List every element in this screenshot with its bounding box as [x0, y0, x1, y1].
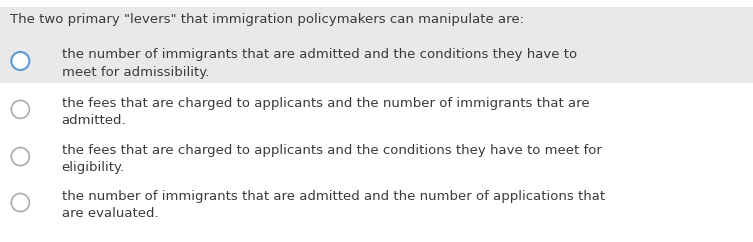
- Text: the fees that are charged to applicants and the conditions they have to meet for: the fees that are charged to applicants …: [62, 144, 602, 174]
- Text: the fees that are charged to applicants and the number of immigrants that are
ad: the fees that are charged to applicants …: [62, 97, 590, 127]
- Ellipse shape: [11, 52, 29, 70]
- Ellipse shape: [11, 148, 29, 166]
- Ellipse shape: [11, 100, 29, 118]
- Text: the number of immigrants that are admitted and the number of applications that
a: the number of immigrants that are admitt…: [62, 190, 605, 220]
- Ellipse shape: [11, 194, 29, 212]
- Text: the number of immigrants that are admitted and the conditions they have to
meet : the number of immigrants that are admitt…: [62, 48, 577, 79]
- Text: The two primary "levers" that immigration policymakers can manipulate are:: The two primary "levers" that immigratio…: [10, 13, 524, 26]
- FancyBboxPatch shape: [0, 7, 753, 83]
